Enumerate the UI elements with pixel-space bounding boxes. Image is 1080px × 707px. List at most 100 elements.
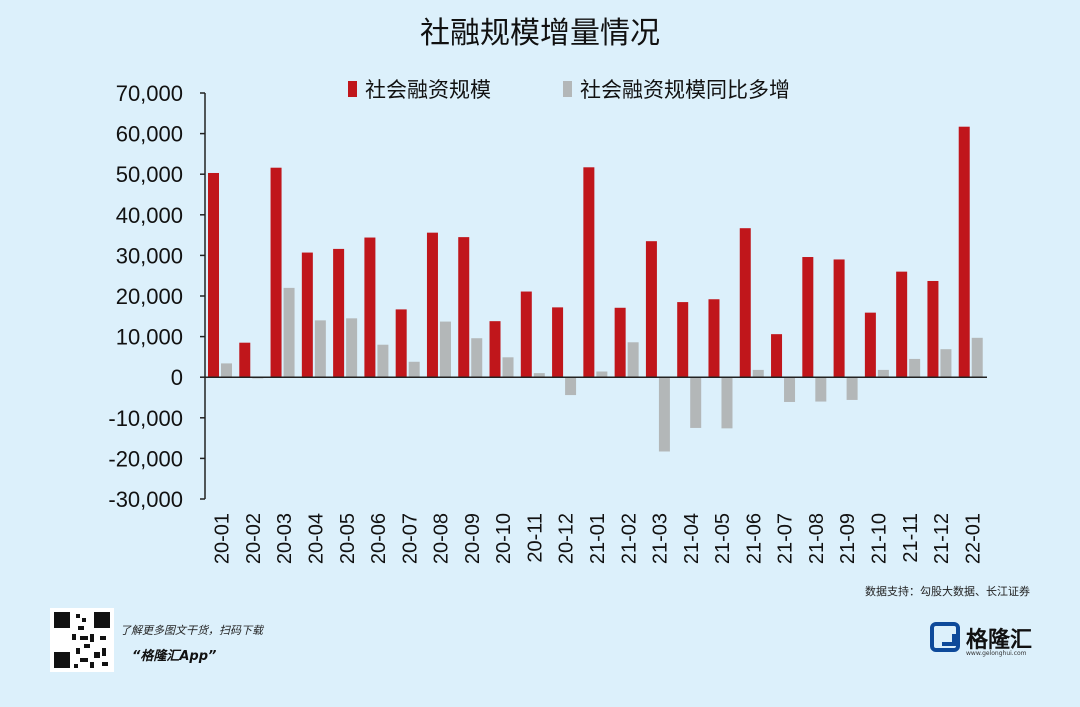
bar-social-financing	[270, 167, 282, 378]
bar-yoy-increase	[565, 377, 577, 396]
x-tick-label: 21-03	[650, 513, 672, 564]
x-tick-label: 20-03	[274, 513, 296, 564]
y-tick-label: -20,000	[108, 446, 183, 471]
bar-yoy-increase	[627, 342, 639, 378]
bar-social-financing	[864, 312, 876, 378]
bar-yoy-increase	[471, 338, 483, 378]
bar-social-financing	[645, 241, 657, 378]
qr-module	[80, 658, 88, 662]
x-tick-label: 20-12	[556, 513, 578, 564]
brand-g-icon	[930, 622, 960, 652]
bar-social-financing	[833, 259, 845, 378]
bar-social-financing	[426, 232, 438, 378]
bar-social-financing	[552, 307, 564, 378]
bar-yoy-increase	[784, 377, 796, 402]
bar-social-financing	[802, 257, 814, 378]
x-tick-label: 21-10	[869, 513, 891, 564]
bar-social-financing	[958, 126, 970, 378]
legend-swatch	[563, 81, 572, 97]
y-tick-label: 10,000	[116, 325, 183, 350]
x-tick-label: 21-02	[618, 513, 640, 564]
x-tick-label: 20-10	[493, 513, 515, 564]
qr-module	[76, 614, 80, 618]
x-tick-label: 20-09	[462, 513, 484, 564]
bar-yoy-increase	[377, 344, 389, 378]
bar-yoy-increase	[221, 363, 232, 378]
bar-social-financing	[708, 299, 720, 378]
x-tick-label: 21-07	[775, 513, 797, 564]
brand-url: www.gelonghui.com	[966, 650, 1027, 657]
y-tick-label: 0	[171, 365, 183, 390]
bar-social-financing	[301, 252, 313, 378]
x-tick-label: 21-05	[712, 513, 734, 564]
bar-yoy-increase	[439, 321, 451, 378]
y-tick-label: 70,000	[116, 81, 183, 106]
bar-social-financing	[583, 167, 595, 378]
qr-module	[94, 652, 100, 658]
x-tick-label: 21-01	[587, 513, 609, 564]
bar-social-financing	[364, 237, 376, 378]
qr-module	[74, 664, 78, 668]
bar-yoy-increase	[909, 358, 921, 378]
x-tick-label: 20-07	[399, 513, 421, 564]
bar-social-financing	[614, 307, 626, 378]
x-tick-label: 20-02	[243, 513, 265, 564]
x-tick-label: 21-06	[743, 513, 765, 564]
bar-social-financing	[489, 321, 501, 378]
qr-module	[54, 612, 70, 628]
footer-tagline: 了解更多图文干货，扫码下载	[120, 624, 263, 637]
x-tick-label: 20-11	[524, 513, 546, 563]
legend-label: 社会融资规模同比多增	[580, 78, 790, 102]
bar-social-financing	[333, 248, 345, 378]
chart-title: 社融规模增量情况	[420, 16, 660, 51]
y-tick-label: 50,000	[116, 162, 183, 187]
qr-module	[76, 648, 80, 654]
y-tick-label: 20,000	[116, 284, 183, 309]
y-tick-label: -30,000	[108, 487, 183, 512]
legend-swatch	[348, 81, 357, 97]
y-tick-label: 30,000	[116, 243, 183, 268]
bar-yoy-increase	[533, 373, 545, 378]
bar-yoy-increase	[658, 377, 670, 452]
qr-module	[80, 636, 88, 640]
qr-module	[102, 648, 106, 656]
bar-yoy-increase	[408, 361, 420, 378]
qr-module	[90, 662, 94, 668]
bar-chart: 70,000 60,000 50,000 40,000 30,000 20,000 10,0…	[108, 78, 987, 564]
bar-social-financing	[771, 334, 783, 378]
x-tick-label: 22-01	[962, 513, 984, 564]
x-tick-label: 20-01	[212, 513, 234, 564]
brand-name: 格隆汇	[966, 628, 1033, 653]
qr-module	[100, 636, 106, 640]
bar-yoy-increase	[971, 337, 983, 378]
bar-social-financing	[208, 172, 219, 378]
bar-yoy-increase	[346, 318, 358, 378]
x-tick-label: 21-12	[931, 513, 953, 564]
x-tick-label: 21-09	[837, 513, 859, 564]
qr-module	[94, 612, 110, 628]
x-tick-label: 20-06	[368, 513, 390, 564]
qr-module	[102, 662, 108, 666]
x-tick-label: 20-08	[431, 513, 453, 564]
bar-yoy-increase	[815, 377, 827, 402]
qr-module	[78, 626, 84, 630]
y-tick-label: -10,000	[108, 406, 183, 431]
bar-yoy-increase	[283, 287, 295, 378]
bar-yoy-increase	[846, 377, 858, 400]
bar-yoy-increase	[690, 377, 702, 428]
bar-yoy-increase	[314, 320, 326, 378]
y-tick-label: 40,000	[116, 203, 183, 228]
y-tick-label: 60,000	[116, 122, 183, 147]
legend-label: 社会融资规模	[365, 78, 491, 102]
x-tick-label: 21-04	[681, 513, 703, 564]
qr-module	[54, 652, 70, 668]
x-tick-label: 21-11	[900, 513, 922, 563]
bar-yoy-increase	[721, 377, 733, 429]
bar-yoy-increase	[502, 357, 514, 378]
bar-social-financing	[520, 291, 532, 378]
footer-app-name: “格隆汇App”	[132, 649, 217, 664]
bar-yoy-increase	[596, 371, 608, 378]
qr-code-icon	[50, 608, 114, 672]
bar-yoy-increase	[940, 349, 952, 378]
data-source-note: 数据支持：勾股大数据、长江证券	[865, 585, 1030, 598]
